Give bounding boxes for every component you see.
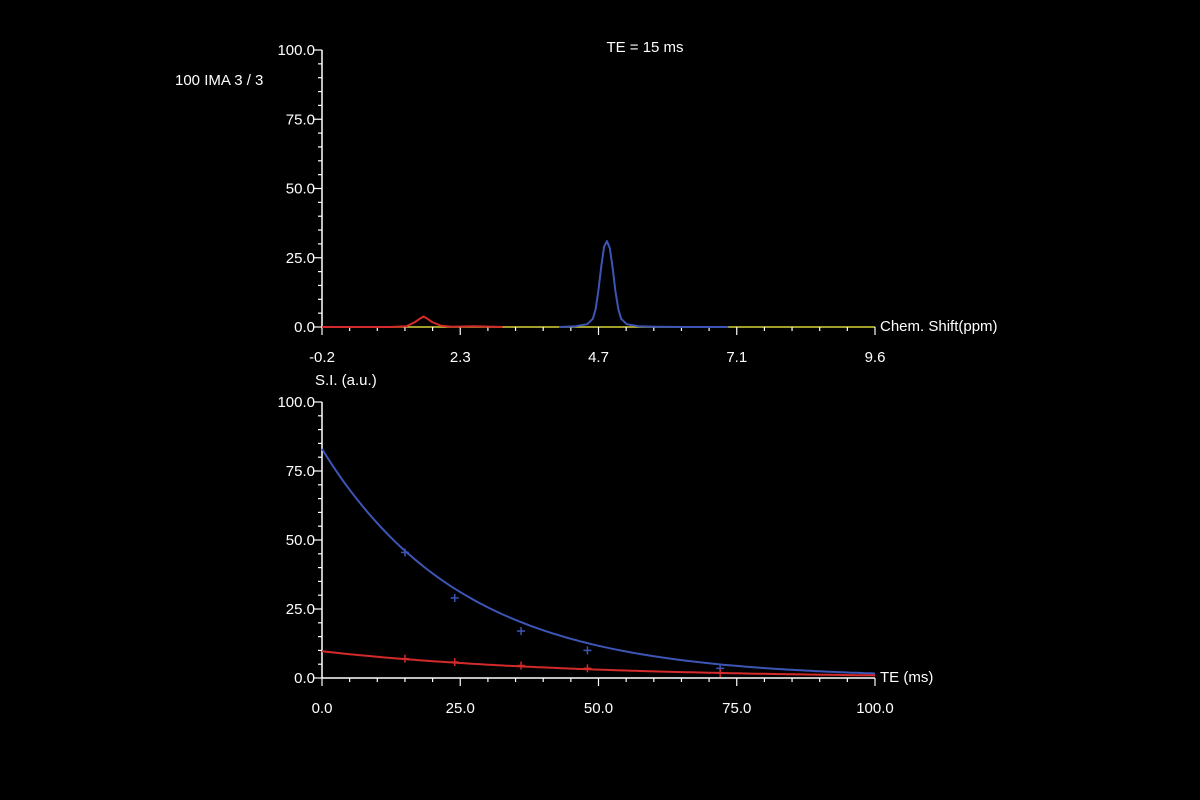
decay-data-point [400, 654, 409, 663]
spectrum-y-tick-label: 100.0 [277, 42, 315, 59]
decay-data-point [400, 548, 409, 557]
decay-x-tick-label: 0.0 [312, 700, 333, 717]
decay-series [321, 448, 876, 678]
decay-data-point [517, 627, 526, 636]
spectrum-x-tick-label: 7.1 [726, 349, 747, 366]
decay-x-tick-label: 100.0 [856, 700, 894, 717]
spectrum-y-tick-label: 25.0 [286, 250, 315, 267]
decay-x-ticks: 0.0 25.0 50.0 75.0 100.0 [312, 678, 894, 717]
spectrum-x-tick-label: 2.3 [450, 349, 471, 366]
decay-x-tick-label: 50.0 [584, 700, 613, 717]
decay-data-point [583, 664, 592, 673]
spectrum-panel: 0.0 25.0 50.0 75.0 100.0 -0.2 2.3 4.7 7.1 9.6 Ch… [277, 42, 997, 366]
decay-panel: 0.0 25.0 50.0 75.0 100.0 0.0 25.0 50.0 75.0 100.… [277, 372, 933, 717]
spectrum-series-line-1 [558, 240, 729, 328]
spectrum-x-ticks: -0.2 2.3 4.7 7.1 9.6 [309, 327, 885, 366]
spectrum-x-axis-label: Chem. Shift(ppm) [880, 318, 998, 335]
decay-data-point [716, 669, 725, 678]
spectrum-series [322, 240, 729, 328]
decay-data-point [450, 657, 459, 666]
spectrum-series-line-0 [322, 315, 503, 328]
decay-y-tick-label: 75.0 [286, 463, 315, 480]
image-label: 100 IMA 3 / 3 [175, 72, 263, 89]
decay-data-point [517, 661, 526, 670]
decay-y-tick-label: 100.0 [277, 394, 315, 411]
spectrum-x-tick-label: 4.7 [588, 349, 609, 366]
decay-y-tick-label: 0.0 [294, 670, 315, 687]
spectrum-y-tick-label: 75.0 [286, 111, 315, 128]
decay-y-axis-label: S.I. (a.u.) [315, 372, 377, 389]
decay-fit-curve-1 [321, 650, 876, 677]
decay-y-tick-label: 25.0 [286, 601, 315, 618]
spectrum-y-ticks: 0.0 25.0 50.0 75.0 100.0 [277, 42, 322, 336]
decay-x-tick-label: 25.0 [446, 700, 475, 717]
decay-y-tick-label: 50.0 [286, 532, 315, 549]
decay-data-point [450, 593, 459, 602]
spectrum-x-tick-label: 9.6 [865, 349, 886, 366]
spectrum-y-tick-label: 50.0 [286, 181, 315, 198]
spectrum-y-tick-label: 0.0 [294, 319, 315, 336]
chart-title: TE = 15 ms [606, 39, 683, 56]
decay-y-ticks: 0.0 25.0 50.0 75.0 100.0 [277, 394, 322, 687]
decay-fit-curve-0 [321, 448, 876, 675]
decay-data-point [583, 646, 592, 655]
spectrum-x-tick-label: -0.2 [309, 349, 335, 366]
decay-x-axis-label: TE (ms) [880, 669, 933, 686]
decay-x-tick-label: 75.0 [722, 700, 751, 717]
